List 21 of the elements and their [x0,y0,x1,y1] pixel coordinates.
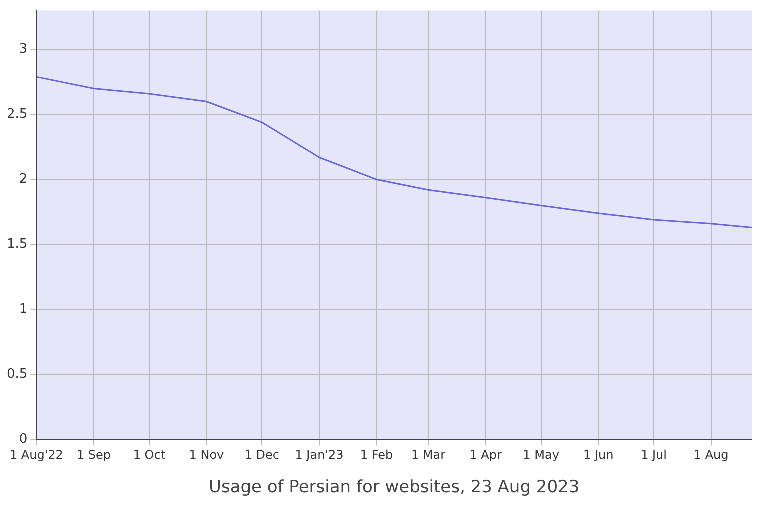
y-tick-label: 2 [19,172,28,188]
x-tick-label: 1 Dec [244,448,280,462]
y-tick-label: 3 [19,42,28,58]
x-tick-label: 1 Oct [133,448,166,462]
y-tick-label: 1.5 [6,237,28,252]
y-tick-label: 2.5 [6,107,28,122]
x-tick-label: 1 Aug [694,448,729,462]
x-tick-label: 1 Jan'23 [295,448,344,462]
text: Usage of Persian for websites, 23 Aug 2023 [209,477,580,498]
x-tick-label: 1 Jul [641,448,668,462]
x-tick-label: 1 Sep [76,448,112,462]
x-tick-label: 1 Nov [189,448,224,462]
x-tick-label: 1 Aug'22 [10,448,64,462]
x-tick-label: 1 Jun [583,448,614,462]
x-tick-label: 1 Mar [411,448,446,462]
y-tick-label: 0 [19,432,28,447]
y-tick-label: 1 [19,302,28,318]
y-tick-label: 0.5 [6,367,28,382]
x-tick-label: 1 May [523,448,560,462]
x-tick-label: 1 Feb [360,448,394,462]
x-tick-label: 1 Apr [470,448,502,462]
